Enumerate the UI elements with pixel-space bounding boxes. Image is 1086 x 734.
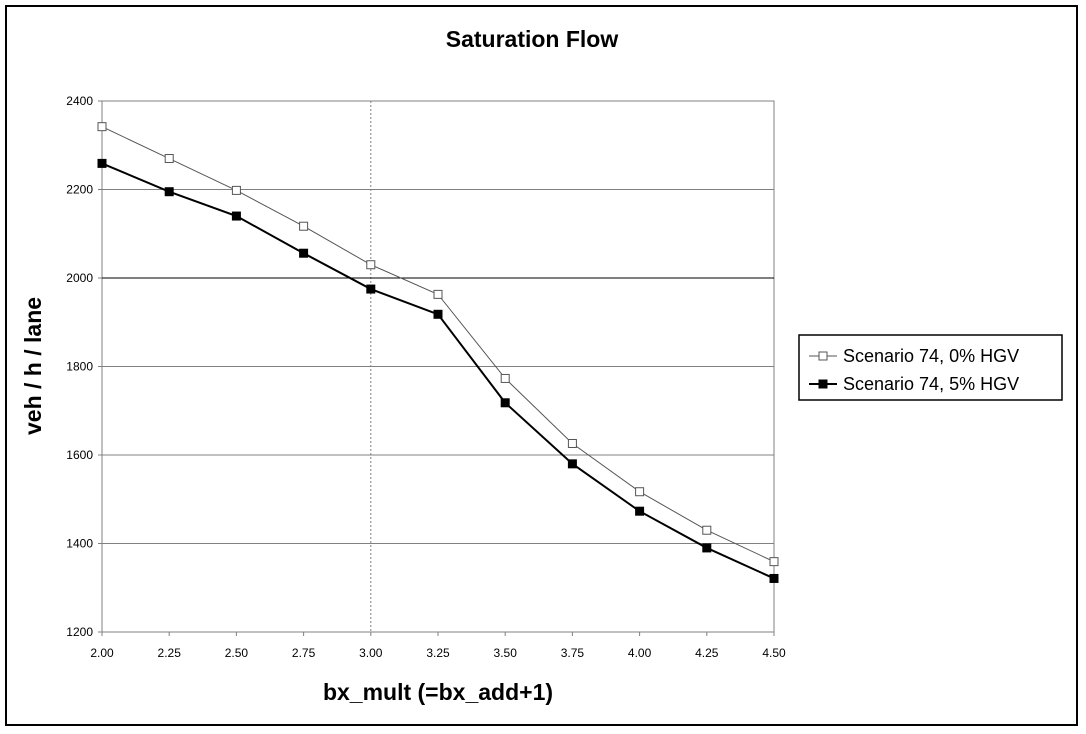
legend-marker-open-square <box>818 351 828 361</box>
data-point <box>366 260 376 270</box>
data-point <box>433 289 443 299</box>
data-point <box>366 284 376 294</box>
data-point <box>231 185 241 195</box>
x-tick-label: 2.75 <box>292 646 316 660</box>
data-point <box>164 187 174 197</box>
data-point <box>433 309 443 319</box>
legend-marker-filled-square <box>818 379 828 389</box>
data-point <box>567 438 577 448</box>
data-point <box>702 525 712 535</box>
legend-entry-0: Scenario 74, 0% HGV <box>843 346 1019 366</box>
data-point <box>500 373 510 383</box>
data-point <box>231 211 241 221</box>
x-tick-label: 4.50 <box>762 646 786 660</box>
y-tick-label: 1600 <box>66 448 93 462</box>
series-1 <box>97 158 779 583</box>
series-0 <box>97 122 779 567</box>
x-tick-label: 2.25 <box>158 646 182 660</box>
y-tick-label: 1200 <box>66 625 93 639</box>
y-axis-label: veh / h / lane <box>20 297 46 435</box>
x-tick-label: 3.25 <box>426 646 450 660</box>
x-tick-label: 2.50 <box>225 646 249 660</box>
data-point <box>500 398 510 408</box>
x-tick-label: 4.00 <box>628 646 652 660</box>
y-tick-label: 2400 <box>66 94 93 108</box>
legend-entry-1: Scenario 74, 5% HGV <box>843 374 1019 394</box>
data-point <box>769 573 779 583</box>
data-point <box>97 122 107 132</box>
y-tick-label: 1400 <box>66 537 93 551</box>
x-tick-label: 3.00 <box>359 646 383 660</box>
data-point <box>702 543 712 553</box>
reference-lines <box>102 101 774 632</box>
grid-lines <box>102 189 774 544</box>
legend: Scenario 74, 0% HGV Scenario 74, 5% HGV <box>798 334 1063 401</box>
y-axis-ticks: 1200 1400 1600 1800 2000 2200 2400 <box>66 94 102 639</box>
y-tick-label: 1800 <box>66 360 93 374</box>
data-point <box>299 248 309 258</box>
data-point <box>299 221 309 231</box>
data-point <box>567 459 577 469</box>
chart-title: Saturation Flow <box>446 26 619 52</box>
data-point <box>164 154 174 164</box>
data-point <box>635 487 645 497</box>
x-tick-label: 2.00 <box>90 646 114 660</box>
series-layer <box>97 122 779 583</box>
data-point <box>769 557 779 567</box>
x-axis-ticks: 2.00 2.25 2.50 2.75 3.00 3.25 3.50 3.75 4.00 4.25… <box>90 632 786 660</box>
x-tick-label: 4.25 <box>695 646 719 660</box>
y-tick-label: 2000 <box>66 271 93 285</box>
y-tick-label: 2200 <box>66 183 93 197</box>
x-tick-label: 3.50 <box>494 646 518 660</box>
x-tick-label: 3.75 <box>561 646 585 660</box>
legend-box <box>798 334 1063 401</box>
x-axis-label: bx_mult (=bx_add+1) <box>323 679 553 705</box>
data-point <box>97 158 107 168</box>
data-point <box>635 506 645 516</box>
